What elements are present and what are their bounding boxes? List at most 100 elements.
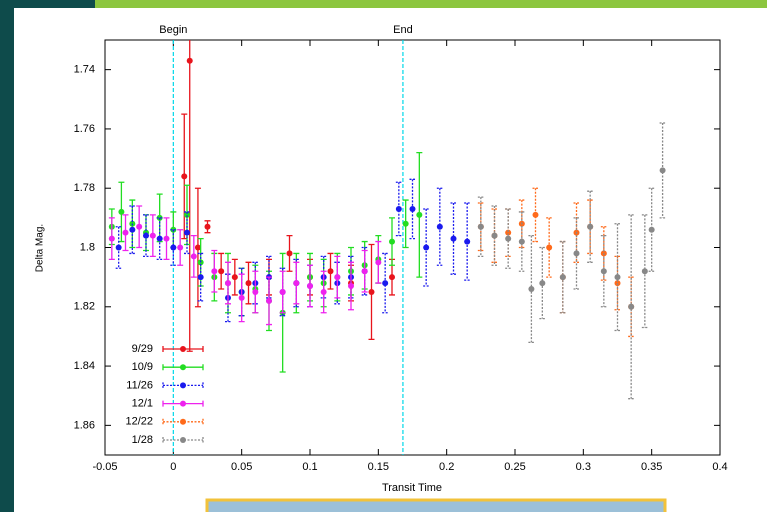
error-bar — [143, 214, 149, 258]
legend-label: 12/1 — [132, 398, 153, 410]
data-point — [436, 223, 443, 230]
data-point — [334, 274, 341, 281]
data-point — [184, 229, 190, 236]
data-point — [491, 232, 498, 239]
y-axis-label: Delta Mag. — [35, 224, 46, 272]
data-point — [389, 274, 395, 281]
data-point — [231, 274, 238, 281]
data-point — [118, 208, 125, 215]
x-axis-label: Transit Time — [382, 482, 442, 494]
error-bar — [532, 187, 539, 243]
legend-marker — [180, 418, 186, 425]
data-point — [389, 238, 395, 245]
error-bar — [334, 261, 341, 305]
data-point — [122, 229, 129, 236]
y-tick-label: 1.78 — [74, 182, 95, 194]
data-point — [320, 288, 327, 295]
data-point — [163, 235, 170, 242]
data-point — [409, 205, 416, 212]
error-bar — [600, 226, 607, 281]
data-point — [156, 235, 163, 242]
legend-label: 11/26 — [126, 379, 153, 391]
data-point — [286, 250, 293, 257]
data-point — [143, 232, 149, 239]
legend-marker — [180, 346, 186, 352]
data-point — [375, 259, 382, 266]
legend-marker — [180, 437, 186, 443]
data-point — [416, 211, 423, 218]
x-tick-label: 0.15 — [368, 461, 389, 473]
top-bar — [95, 0, 767, 8]
data-point — [573, 250, 580, 257]
data-point — [177, 244, 184, 251]
data-point — [395, 205, 402, 212]
data-point — [464, 238, 471, 245]
x-tick-label: 0 — [170, 461, 176, 473]
data-point — [108, 235, 115, 242]
data-point — [279, 288, 286, 295]
data-point — [307, 283, 313, 290]
data-point — [559, 274, 566, 281]
y-tick-label: 1.8 — [80, 241, 95, 253]
error-bar — [156, 217, 163, 261]
event-label: Begin — [159, 24, 187, 36]
legend-label: 12/22 — [125, 416, 153, 428]
data-point — [628, 303, 635, 310]
data-point — [293, 280, 300, 287]
legend-marker — [180, 364, 186, 371]
x-tick-label: 0.2 — [439, 461, 454, 473]
data-point — [450, 235, 457, 242]
data-point — [170, 244, 177, 251]
legend-swatch — [162, 418, 204, 425]
data-point — [136, 223, 143, 230]
legend-swatch — [162, 437, 204, 443]
x-tick-label: 0.3 — [576, 461, 591, 473]
data-point — [225, 280, 231, 287]
y-tick-label: 1.74 — [74, 64, 95, 76]
legend-label: 10/9 — [132, 361, 153, 373]
data-point — [184, 211, 190, 218]
error-bar — [197, 252, 204, 302]
data-point — [518, 238, 525, 245]
data-point — [505, 235, 512, 242]
data-point — [539, 280, 546, 287]
data-point — [194, 244, 201, 251]
legend-swatch — [162, 382, 204, 389]
data-point — [238, 294, 245, 301]
data-point — [368, 288, 375, 295]
data-point — [211, 268, 218, 275]
data-point — [423, 244, 430, 251]
y-tick-label: 1.76 — [74, 123, 95, 135]
data-point — [327, 268, 334, 275]
plot-area — [108, 40, 666, 400]
event-label: End — [393, 24, 413, 36]
error-bar — [186, 40, 193, 352]
data-point — [186, 57, 193, 64]
data-point — [477, 223, 484, 230]
legend-label: 1/28 — [132, 434, 153, 446]
y-tick-label: 1.84 — [74, 360, 95, 372]
error-bar — [348, 255, 354, 299]
data-point — [532, 211, 539, 218]
error-bar — [648, 187, 655, 272]
legend-label: 9/29 — [132, 343, 153, 355]
error-bar — [266, 255, 272, 299]
data-point — [115, 244, 122, 251]
error-bar — [115, 226, 122, 269]
data-point — [648, 226, 655, 233]
corner-block — [0, 0, 95, 8]
error-bar — [252, 261, 259, 305]
data-point — [528, 286, 535, 292]
y-tick-label: 1.86 — [74, 419, 95, 431]
data-point — [546, 244, 553, 251]
data-point — [252, 288, 259, 295]
data-point — [587, 223, 594, 230]
x-tick-label: 0.4 — [712, 461, 727, 473]
data-point — [245, 280, 252, 287]
data-point — [266, 297, 272, 304]
data-point — [218, 268, 225, 275]
picture-strip — [205, 498, 667, 516]
x-tick-label: 0.05 — [231, 461, 252, 473]
data-point — [600, 268, 607, 275]
